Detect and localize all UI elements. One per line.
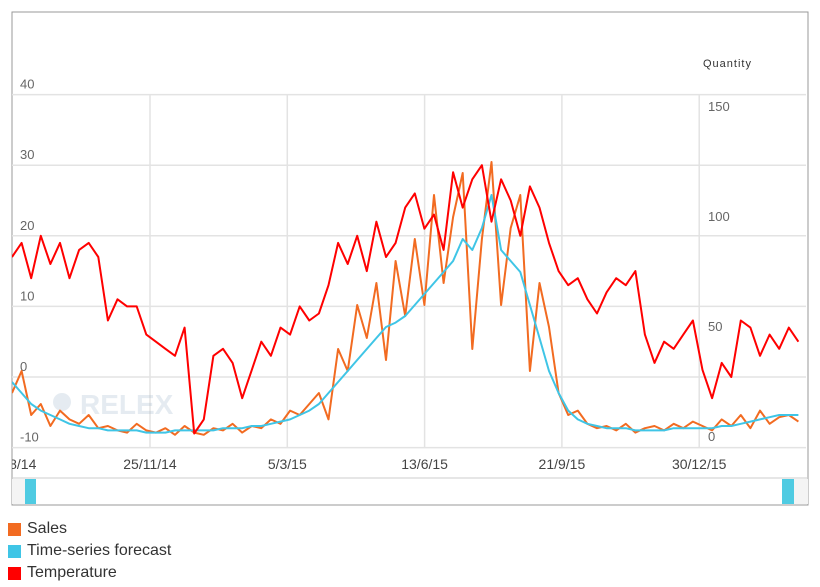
right-tick-label: 100 [708,209,730,224]
left-tick-label: 30 [20,147,34,162]
relex-logo-icon [53,393,71,411]
legend-label: Time-series forecast [27,542,172,559]
legend-item-temperature[interactable]: Temperature [8,562,171,584]
left-tick-label: 40 [20,77,34,92]
series-line-time-series-forecast [12,194,799,434]
sales-swatch [8,522,21,536]
legend-item-sales[interactable]: Sales [8,518,171,540]
grid [12,93,806,449]
series-line-temperature [12,164,800,435]
legend-label: Temperature [27,564,117,581]
navigator[interactable] [12,479,808,504]
watermark-text: RELEX [80,389,174,420]
x-tick-label: 18/8/14 [0,456,37,472]
forecast-swatch [8,544,21,558]
navigator-left-handle[interactable] [25,479,36,504]
temperature-swatch [8,566,21,580]
x-tick-label: 13/6/15 [401,456,448,472]
navigator-window[interactable] [36,479,782,504]
right-axis-title: Quantity [703,58,752,70]
x-tick-label: 30/12/15 [672,456,727,472]
right-tick-label: 0 [708,429,715,444]
left-tick-label: -10 [20,430,39,445]
left-tick-label: 0 [20,359,27,374]
navigator-right-handle[interactable] [782,479,794,504]
right-tick-label: 150 [708,99,730,114]
legend-item-forecast[interactable]: Time-series forecast [8,540,171,562]
x-tick-label: 21/9/15 [539,456,586,472]
left-tick-label: 10 [20,288,34,303]
x-tick-label: 25/11/14 [123,456,177,472]
left-tick-label: 20 [20,218,34,233]
legend: Sales Time-series forecast Temperature [8,518,171,584]
legend-label: Sales [27,520,68,537]
right-tick-label: 50 [708,319,722,334]
x-tick-label: 5/3/15 [268,456,307,472]
watermark: RELEX [53,389,174,420]
